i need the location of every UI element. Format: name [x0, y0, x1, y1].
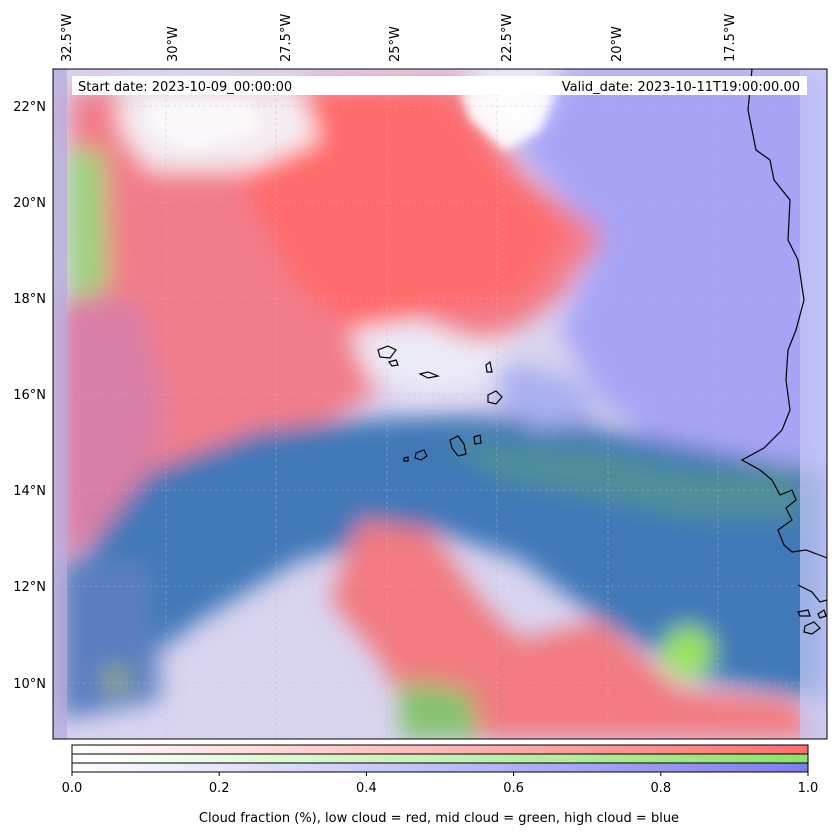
longitude-ticks: 32.5°W 30°W 27.5°W 25°W 22.5°W 20°W 17.5…: [60, 14, 738, 62]
lon-tick-32-5w: 32.5°W: [60, 14, 75, 62]
africa-coastline: [740, 69, 827, 559]
colorbar-low-cloud: [71, 744, 809, 755]
colorbar-tick-label: 0.8: [650, 781, 671, 796]
lat-tick-12n: 12°N: [13, 580, 46, 595]
colorbar-tick-label: 0.4: [356, 781, 377, 796]
colorbar: 0.0 0.2 0.4 0.6 0.8 1.0 Cloud fraction (%), l…: [62, 744, 819, 826]
lat-tick-18n: 18°N: [13, 292, 46, 307]
valid-date-label: Valid_date: 2023-10-11T19:00:00.00: [562, 80, 800, 95]
date-banner: [72, 76, 807, 95]
gridlines: [53, 69, 827, 739]
island-sal: [485, 360, 493, 373]
colorbar-ticks: 0.0 0.2 0.4 0.6 0.8 1.0: [62, 772, 819, 796]
colorbar-tick-label: 0.6: [503, 781, 524, 796]
lat-tick-22n: 22°N: [13, 100, 46, 115]
lon-tick-30w: 30°W: [166, 26, 181, 62]
island-sao-vicente: [387, 359, 399, 367]
lon-tick-22-5w: 22.5°W: [500, 14, 515, 62]
lon-tick-25w: 25°W: [388, 26, 403, 62]
colorbar-tick-label: 0.2: [209, 781, 230, 796]
coastlines: [377, 69, 827, 635]
lat-tick-10n: 10°N: [13, 677, 46, 692]
lon-tick-20w: 20°W: [610, 26, 625, 62]
island-fogo: [414, 449, 428, 461]
colorbar-high-cloud: [71, 762, 809, 773]
map-frame: [52, 68, 828, 740]
start-date-label: Start date: 2023-10-09_00:00:00: [78, 80, 292, 95]
island-santo-antao: [377, 345, 397, 359]
coastal-islands: [797, 609, 827, 635]
lat-tick-14n: 14°N: [13, 484, 46, 499]
island-maio: [473, 434, 482, 445]
colorbar-tick-label: 0.0: [62, 781, 83, 796]
island-sao-nicolau: [418, 371, 441, 379]
lon-tick-17-5w: 17.5°W: [723, 14, 738, 62]
cloud-field: [53, 69, 827, 739]
island-brava: [403, 456, 409, 462]
colorbar-tick-label: 1.0: [798, 781, 819, 796]
lat-tick-16n: 16°N: [13, 388, 46, 403]
island-boa-vista: [487, 390, 503, 405]
guinea-coast: [797, 584, 827, 603]
colorbar-mid-cloud: [71, 753, 809, 764]
lon-tick-27-5w: 27.5°W: [279, 14, 294, 62]
latitude-ticks: 22°N 20°N 18°N 16°N 14°N 12°N 10°N: [13, 100, 46, 692]
colorbar-label: Cloud fraction (%), low cloud = red, mid…: [199, 811, 679, 826]
island-santiago: [449, 435, 467, 457]
lat-tick-20n: 20°N: [13, 196, 46, 211]
